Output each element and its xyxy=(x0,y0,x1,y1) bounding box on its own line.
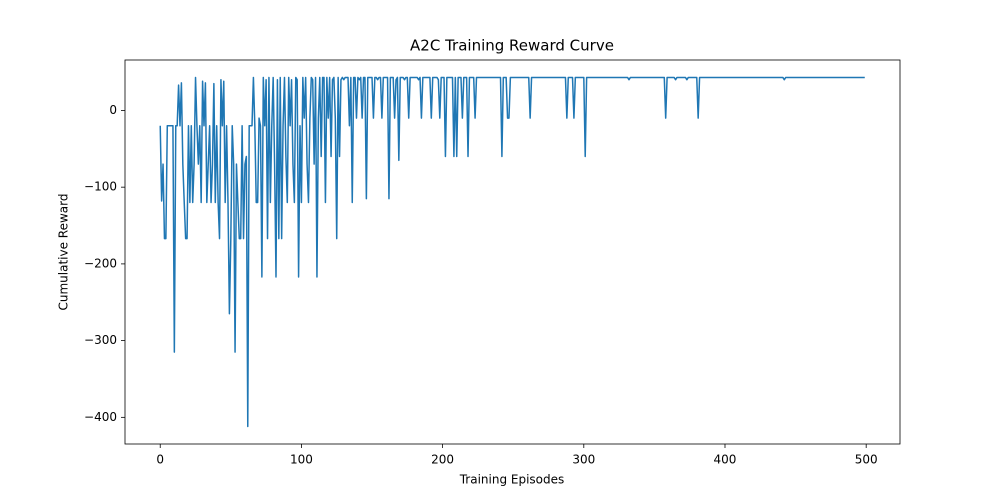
chart-title: A2C Training Reward Curve xyxy=(410,37,614,55)
y-axis-label: Cumulative Reward xyxy=(57,194,71,311)
plot-frame xyxy=(124,59,901,445)
x-tick-label: 0 xyxy=(156,453,164,467)
x-tick-label: 300 xyxy=(572,453,595,467)
x-tick-label: 100 xyxy=(290,453,313,467)
y-tick-label: −300 xyxy=(84,333,117,347)
x-tick-label: 500 xyxy=(855,453,878,467)
x-tick-label: 400 xyxy=(714,453,737,467)
x-axis-label: Training Episodes xyxy=(459,473,565,487)
x-tick-label: 200 xyxy=(431,453,454,467)
y-tick-label: −400 xyxy=(84,410,117,424)
y-tick-label: −100 xyxy=(84,180,117,194)
data-line xyxy=(159,76,865,428)
y-tick-label: 0 xyxy=(109,103,117,117)
y-tick-label: −200 xyxy=(84,256,117,270)
